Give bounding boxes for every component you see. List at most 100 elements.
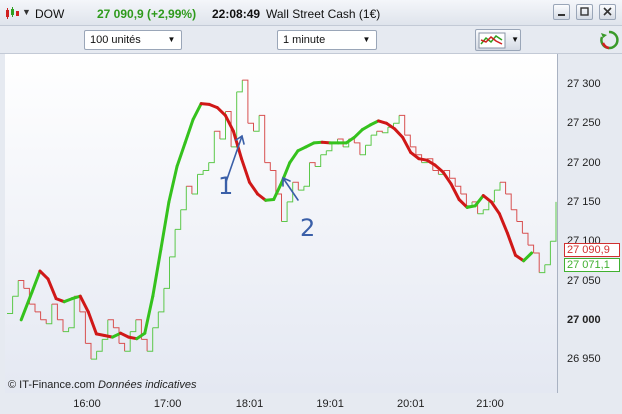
raw-price-step [40, 319, 47, 324]
raw-price-step [163, 256, 170, 289]
minimize-button[interactable] [553, 4, 570, 20]
annotation-arrow [282, 176, 299, 201]
symbol-label: DOW [35, 7, 65, 21]
minimize-icon [558, 14, 565, 16]
raw-price-step [119, 342, 126, 352]
smoothed-price-segment [497, 212, 509, 235]
smoothed-price-segment [248, 180, 260, 196]
raw-price-step [102, 319, 109, 340]
raw-price-step [147, 327, 154, 352]
raw-price-step [494, 182, 501, 191]
raw-price-step [444, 170, 451, 179]
smoothed-price-segment [368, 119, 380, 127]
smoothed-price-segment [143, 294, 155, 335]
raw-price-step [399, 114, 406, 136]
raw-price-step [315, 154, 322, 167]
raw-price-step [152, 311, 159, 329]
quantity-value: 100 unités [90, 34, 141, 46]
smoothed-price-segment [344, 135, 356, 145]
bid-price-label: 27 090,9 [564, 243, 620, 257]
smoothed-price-segment [46, 277, 58, 301]
clock-time: 22:08:49 [212, 7, 261, 21]
copyright-text: © IT-Finance.com [8, 379, 95, 391]
interval-select[interactable]: 1 minute ▼ [277, 30, 377, 50]
y-tick-label: 27 250 [567, 117, 601, 130]
smoothed-price-segment [215, 106, 227, 117]
raw-price-step [449, 177, 456, 187]
raw-price-step [96, 339, 103, 352]
raw-price-step [326, 142, 333, 152]
raw-price-step [35, 311, 42, 320]
raw-price-step [264, 162, 271, 171]
raw-price-step [18, 280, 25, 289]
y-tick-label: 27 050 [567, 274, 601, 287]
raw-price-step [259, 114, 266, 163]
raw-price-step [242, 79, 249, 124]
smoothed-price-segment [489, 200, 501, 216]
candlestick-icon[interactable] [5, 7, 19, 19]
smoothed-price-segment [393, 127, 405, 139]
x-tick-label: 18:01 [235, 398, 264, 410]
refresh-icon[interactable] [598, 29, 620, 51]
smoothed-price-segment [481, 194, 493, 204]
y-tick-label: 26 950 [567, 353, 601, 366]
raw-price-step [91, 351, 98, 360]
disclaimer-text: Données indicatives [98, 379, 197, 391]
chevron-down-icon: ▼ [362, 35, 371, 44]
raw-price-step [214, 130, 221, 139]
smoothed-price-segment [473, 194, 485, 208]
raw-price-step [544, 241, 551, 266]
smoothed-price-segment [240, 157, 251, 184]
raw-price-step [298, 186, 305, 191]
smoothed-price-segment [449, 182, 461, 201]
raw-price-step [107, 319, 114, 328]
plot-background [5, 54, 558, 393]
raw-price-step [219, 111, 226, 140]
raw-price-step [169, 229, 176, 258]
raw-price-step [505, 193, 512, 210]
y-tick-label: 27 200 [567, 156, 601, 169]
raw-price-step [393, 115, 400, 124]
smoothed-price-segment [86, 310, 98, 336]
raw-price-step [432, 170, 439, 175]
raw-price-step [68, 296, 75, 329]
y-tick-label: 27 000 [567, 313, 601, 326]
raw-price-step [511, 209, 518, 222]
chart-type-button[interactable]: ▼ [475, 29, 521, 51]
raw-price-step [253, 115, 260, 132]
raw-price-step [516, 221, 523, 234]
raw-price-step [533, 252, 540, 273]
raw-price-step [208, 131, 215, 164]
close-button[interactable] [599, 4, 616, 20]
annotation-arrow [225, 134, 245, 183]
raw-price-step [141, 338, 148, 352]
chevron-down-icon[interactable]: ▼ [22, 7, 31, 17]
annotation-label: 2 [300, 214, 315, 242]
price-chart[interactable]: 12 [0, 54, 622, 414]
smoothed-price-segment [514, 253, 526, 263]
smoothed-price-segment [38, 269, 50, 281]
x-tick-label: 17:00 [153, 398, 182, 410]
x-tick-label: 16:00 [73, 398, 101, 410]
maximize-button[interactable] [576, 4, 593, 20]
quantity-select[interactable]: 100 unités ▼ [84, 30, 182, 50]
raw-price-step [203, 162, 210, 171]
raw-price-step [46, 304, 53, 325]
raw-price-step [477, 209, 484, 215]
x-tick-label: 19:01 [316, 398, 344, 410]
toolbar: 100 unités ▼ 1 minute ▼ ▼ [0, 26, 622, 54]
smoothed-price-segment [19, 290, 34, 322]
maximize-icon [580, 7, 589, 16]
smoothed-price-segment [159, 200, 171, 251]
smoothed-price-segment [288, 149, 300, 165]
raw-price-step [197, 170, 204, 175]
y-tick-label: 27 150 [567, 195, 601, 208]
close-icon [603, 7, 612, 16]
raw-price-step [483, 201, 490, 211]
smoothed-price-segment [223, 113, 235, 133]
raw-price-step [236, 80, 243, 93]
smoothed-price-segment [425, 158, 437, 167]
interval-value: 1 minute [283, 34, 326, 46]
y-tick-label: 27 300 [567, 78, 601, 90]
